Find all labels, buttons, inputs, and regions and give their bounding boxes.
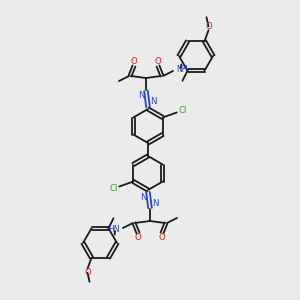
Text: HN: HN xyxy=(109,226,120,235)
Text: O: O xyxy=(130,58,137,67)
Text: Cl: Cl xyxy=(109,184,118,193)
Text: NH: NH xyxy=(176,64,188,74)
Text: N: N xyxy=(152,200,158,208)
Text: N: N xyxy=(150,98,156,106)
Text: N: N xyxy=(140,193,146,202)
Text: O: O xyxy=(205,22,212,31)
Text: O: O xyxy=(154,58,161,67)
Text: Cl: Cl xyxy=(178,106,187,115)
Text: O: O xyxy=(135,232,141,242)
Text: O: O xyxy=(159,232,165,242)
Text: N: N xyxy=(138,91,144,100)
Text: O: O xyxy=(84,268,91,277)
